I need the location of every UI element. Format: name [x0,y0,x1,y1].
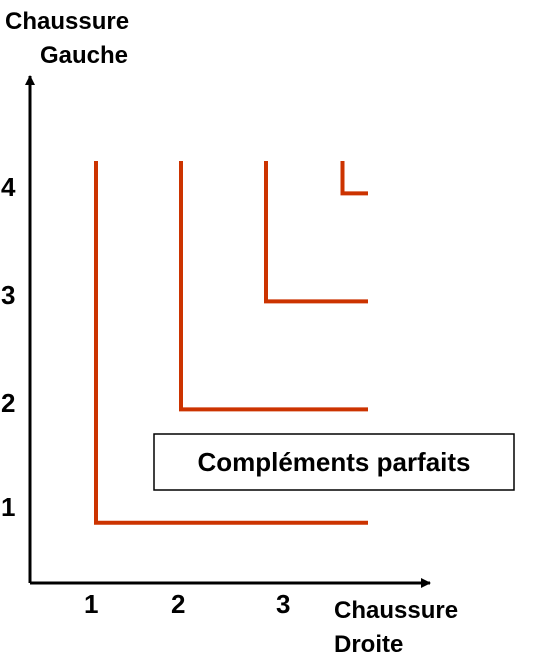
x-axis-title-line-1: Chaussure [334,597,458,624]
indifference-curve-4 [340,161,368,196]
x-axis-title: Chaussure Droite [334,597,465,658]
x-axis-title-line-2: Droite [334,631,403,658]
y-axis-title-line-2: Gauche [40,42,128,69]
y-tick-label: 2 [1,388,15,418]
annotation-box [153,433,515,491]
indifference-curve-1 [94,161,368,525]
indifference-curve-3 [264,161,368,304]
y-tick-label: 4 [1,172,16,202]
y-tick-label: 3 [1,280,15,310]
x-tick-label: 3 [276,589,290,619]
indifference-curve-2 [179,161,368,412]
y-tick-label: 1 [1,492,15,522]
x-tick-label: 2 [171,589,185,619]
annotation-text: Compléments parfaits [197,447,470,477]
y-axis-title-line-1: Chaussure [5,8,129,35]
x-tick-label: 1 [84,589,98,619]
indifference-curves [94,161,368,525]
y-axis-title: Chaussure Gauche [5,8,136,69]
